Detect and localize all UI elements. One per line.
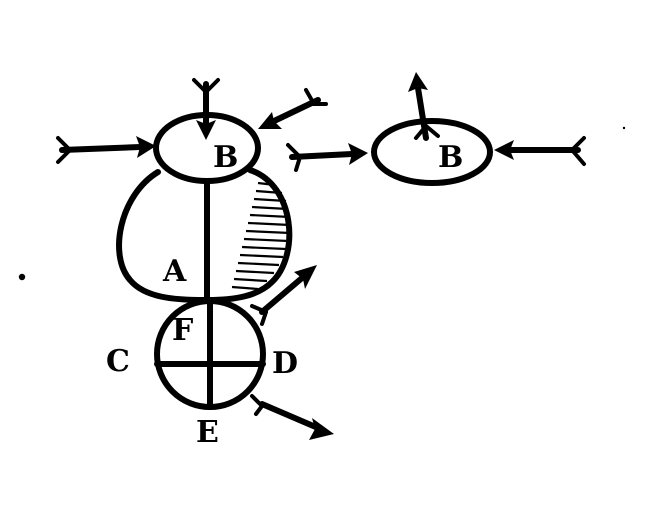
label-d: D (272, 346, 298, 381)
label-a: A (162, 254, 187, 289)
arrow-far-right-into-right-b (494, 136, 586, 166)
body-left-outline (116, 169, 208, 303)
arrow-f-upper-right (250, 265, 317, 326)
arrow-up-out-of-right-b (408, 72, 440, 141)
ink-speck (622, 126, 626, 130)
ink-speck (18, 273, 26, 281)
arrow-left-into-b (56, 136, 156, 164)
arrow-top-into-b (192, 78, 220, 140)
label-b-left: B (213, 140, 238, 175)
label-c: C (106, 344, 130, 379)
label-f: F (172, 313, 193, 348)
arrow-upper-right-into-b (258, 88, 328, 129)
body-right-outline (205, 167, 293, 303)
label-b-right: B (438, 140, 463, 175)
ellipse-b-right (371, 118, 493, 186)
body-hatching (231, 181, 291, 291)
arrow-f-lower-right (250, 394, 334, 440)
label-e: E (196, 415, 219, 450)
arrow-middle-into-right-b (286, 143, 368, 172)
